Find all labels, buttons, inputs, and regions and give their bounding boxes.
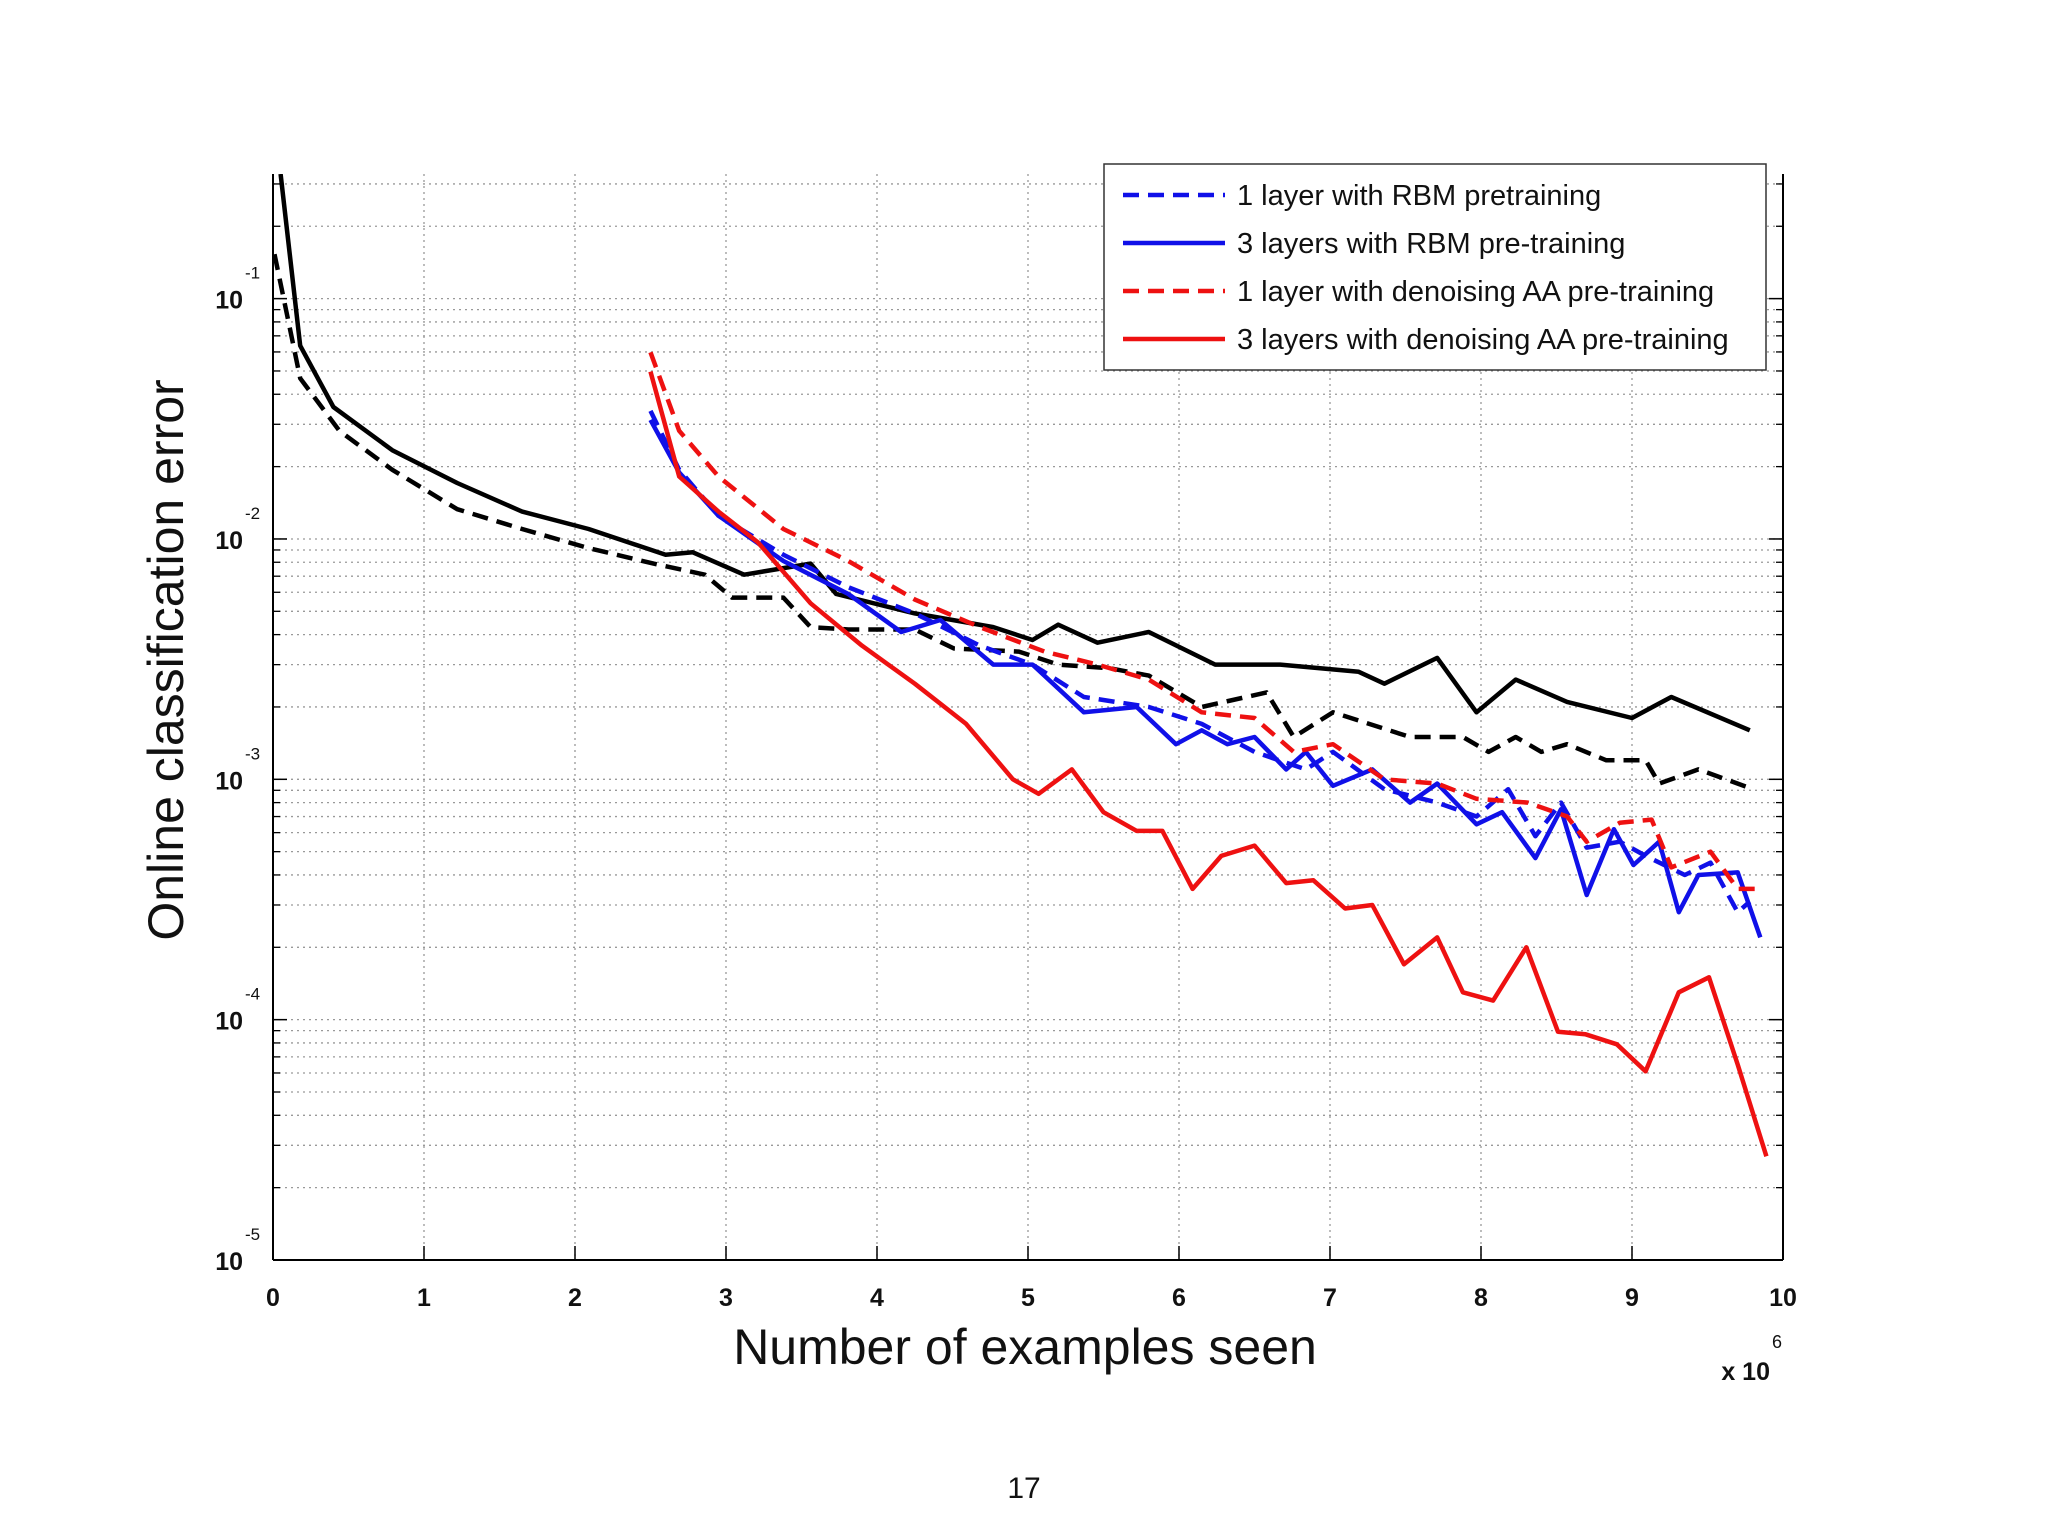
x-tick-label: 7: [1323, 1284, 1337, 1312]
x-tick-label: 5: [1021, 1284, 1035, 1312]
x-tick-label: 4: [870, 1284, 884, 1312]
legend-label: 1 layer with RBM pretraining: [1237, 180, 1601, 212]
legend: 1 layer with RBM pretraining 3 layers wit…: [1103, 163, 1767, 371]
y-tick-exponent: -1: [245, 264, 260, 283]
x-tick-label: 10: [1769, 1284, 1797, 1312]
series-line: [278, 174, 1751, 733]
y-tick-label: 10: [215, 287, 243, 315]
plot-lines: [273, 174, 1769, 1157]
series-line: [648, 418, 1763, 939]
x-tick-label: 9: [1625, 1284, 1639, 1312]
y-tick-label: 10: [215, 1248, 243, 1276]
series-line: [648, 409, 1752, 915]
x-tick-label: 2: [568, 1284, 582, 1312]
y-tick-label: 10: [215, 527, 243, 555]
legend-label: 1 layer with denoising AA pre-training: [1237, 276, 1714, 308]
legend-box: [1103, 163, 1767, 371]
x-scale-label: x 10: [1721, 1358, 1770, 1386]
series-line: [273, 253, 1751, 791]
legend-label: 3 layers with RBM pre-training: [1237, 228, 1625, 260]
y-tick-label: 10: [215, 1008, 243, 1036]
x-tick-label: 3: [719, 1284, 733, 1312]
axes: 10-510-410-310-210-10 1 2 3 4 5 6 7 8 9 10: [215, 174, 1797, 1312]
y-axis-label: Online classification error: [138, 379, 194, 940]
series-line: [648, 351, 1764, 892]
y-tick-label: 10: [215, 767, 243, 795]
y-tick-exponent: -5: [245, 1225, 260, 1244]
y-tick-exponent: -2: [245, 504, 260, 523]
legend-label: 3 layers with denoising AA pre-training: [1237, 324, 1729, 356]
x-scale-exponent: 6: [1772, 1332, 1782, 1352]
x-axis-label: Number of examples seen: [733, 1319, 1317, 1375]
x-tick-label: 0: [266, 1284, 280, 1312]
x-tick-label: 1: [417, 1284, 431, 1312]
y-tick-exponent: -4: [245, 985, 260, 1004]
series-line: [648, 371, 1769, 1157]
y-tick-exponent: -3: [245, 744, 260, 763]
page-number: 17: [1007, 1472, 1040, 1505]
x-tick-label: 6: [1172, 1284, 1186, 1312]
x-tick-label: 8: [1474, 1284, 1488, 1312]
